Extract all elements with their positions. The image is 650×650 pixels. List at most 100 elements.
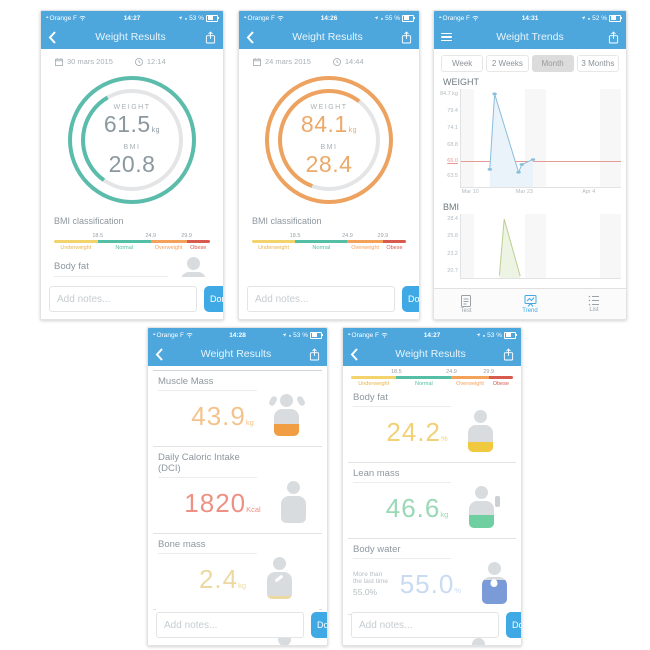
bmi-tick: 29.9 xyxy=(377,233,389,239)
back-button[interactable] xyxy=(48,30,56,44)
share-button[interactable] xyxy=(401,30,412,44)
y-axis-tick: 74.1 xyxy=(447,125,458,132)
dci-section: Daily Caloric Intake (DCI) 1820Kcal xyxy=(148,447,327,533)
weight-label: WEIGHT xyxy=(113,104,151,111)
share-button[interactable] xyxy=(309,347,320,361)
back-button[interactable] xyxy=(350,347,358,361)
body-fat-label: Body fat xyxy=(54,261,168,277)
weight-value: 61.5kg xyxy=(103,111,161,137)
location-arrow-icon: ➤ xyxy=(475,331,483,339)
tab-test[interactable]: Test xyxy=(434,289,498,319)
share-button[interactable] xyxy=(608,30,619,44)
nav-bar: Weight Trends xyxy=(434,25,626,49)
metric-label: Lean mass xyxy=(353,468,451,483)
bmi-class-label: Overweight xyxy=(456,381,484,387)
status-bar: •• Orange F 14:31 ➤ ● 52 % xyxy=(434,11,626,25)
status-time: 14:26 xyxy=(320,14,338,22)
notes-row: Done xyxy=(247,282,419,312)
phone-weight-results-metrics-2: •• Orange F 14:27 ➤ ● 53 % Weight Results 1… xyxy=(342,327,522,646)
bmi-chart: 28.4 25.8 23.2 20.7 xyxy=(447,214,621,279)
bmi-scale-bar xyxy=(351,376,513,379)
bmi-class-label: Normal xyxy=(312,245,331,251)
nav-title: Weight Results xyxy=(95,31,166,43)
wifi-icon xyxy=(472,16,479,21)
carrier-label: Orange F xyxy=(49,14,77,22)
menu-button[interactable] xyxy=(441,32,452,42)
bmi-class-label: Obese xyxy=(492,381,509,387)
wifi-icon xyxy=(277,16,284,21)
back-button[interactable] xyxy=(246,30,254,44)
bmi-tick: 18.5 xyxy=(391,369,402,375)
body-water-note: More than the last time 55.0% xyxy=(353,571,389,597)
bmi-classification: BMI classification 18.5 24.9 29.9 Underw… xyxy=(41,216,223,251)
tab-trend[interactable]: Trend xyxy=(498,289,562,319)
bmi-label: BMI xyxy=(123,144,141,151)
calendar-icon xyxy=(253,57,261,66)
notes-input[interactable] xyxy=(247,286,395,312)
battery-icon xyxy=(609,14,622,22)
nav-bar: Weight Results xyxy=(239,25,419,49)
alarm-clock-icon: ● xyxy=(288,332,292,338)
share-button[interactable] xyxy=(205,30,216,44)
notes-input[interactable] xyxy=(156,612,304,638)
body-water-figure xyxy=(477,562,511,606)
nav-title: Weight Results xyxy=(395,348,466,360)
clock-icon xyxy=(134,57,143,66)
bmi-class-label: Underweight xyxy=(358,381,390,387)
tab-list[interactable]: List xyxy=(562,289,626,319)
nav-title: Weight Results xyxy=(292,31,363,43)
weight-label: WEIGHT xyxy=(310,104,348,111)
battery-percent: 55 % xyxy=(385,14,400,22)
nav-bar: Weight Results xyxy=(148,342,327,366)
signal-icon: •• xyxy=(153,332,155,338)
notes-input[interactable] xyxy=(351,612,499,638)
bmi-class-label: Normal xyxy=(115,245,134,251)
bmi-class-label: Overweight xyxy=(351,245,380,251)
nav-title: Weight Results xyxy=(200,348,272,360)
bottom-tab-bar: Test Trend List xyxy=(434,288,626,319)
carrier-label: Orange F xyxy=(351,331,379,339)
segment-week[interactable]: Week xyxy=(441,55,484,72)
wifi-icon xyxy=(381,333,388,338)
alarm-clock-icon: ● xyxy=(587,15,591,21)
date-label: 30 mars 2015 xyxy=(67,57,113,66)
bmi-label: BMI xyxy=(320,144,338,151)
segment-2-weeks[interactable]: 2 Weeks xyxy=(486,55,529,72)
bmi-classification-title: BMI classification xyxy=(252,216,322,226)
weight-chart: 84.7 kg 79.4 74.1 68.8 66.0 63.5 xyxy=(440,89,621,188)
weight-value: 84.1kg xyxy=(300,111,358,137)
body-fat-section: Body fat 24.2% xyxy=(343,387,521,462)
clipboard-icon xyxy=(461,295,471,307)
segment-3-months[interactable]: 3 Months xyxy=(576,55,619,72)
done-button[interactable]: Done xyxy=(402,286,419,312)
body-fat-section: Body fat xyxy=(41,251,223,277)
segment-month[interactable]: Month xyxy=(531,55,574,72)
bmi-class-label: Obese xyxy=(190,245,207,251)
status-bar: •• Orange F 14:27 ➤ ● 53 % xyxy=(41,11,223,25)
alarm-clock-icon: ● xyxy=(380,15,384,21)
metric-value: 24.2% xyxy=(386,416,448,447)
period-segmented-control: Week 2 Weeks Month 3 Months xyxy=(441,55,619,72)
time-label: 12:14 xyxy=(146,57,166,66)
wifi-icon xyxy=(79,16,86,21)
notes-row: Done xyxy=(351,608,521,638)
done-button[interactable]: Done xyxy=(204,286,223,312)
metric-value: 46.6kg xyxy=(385,492,449,523)
x-axis-tick: Mar 10 xyxy=(461,189,479,195)
back-button[interactable] xyxy=(155,347,163,361)
signal-icon: •• xyxy=(244,15,246,21)
bmi-tick: 18.5 xyxy=(289,233,301,239)
body-fat-figure xyxy=(464,410,498,454)
status-time: 14:31 xyxy=(521,14,539,22)
notes-input[interactable] xyxy=(49,286,197,312)
measurement-datetime: 30 mars 2015 12:14 xyxy=(41,49,223,66)
y-axis-tick: 63.5 xyxy=(447,173,458,180)
done-button[interactable]: Done xyxy=(506,612,521,638)
location-arrow-icon: ➤ xyxy=(177,14,185,22)
outer-ring xyxy=(68,76,196,204)
done-button[interactable]: Done xyxy=(311,612,327,638)
share-button[interactable] xyxy=(503,347,514,361)
bmi-tick: 29.9 xyxy=(483,369,495,375)
location-arrow-icon: ➤ xyxy=(281,331,289,339)
